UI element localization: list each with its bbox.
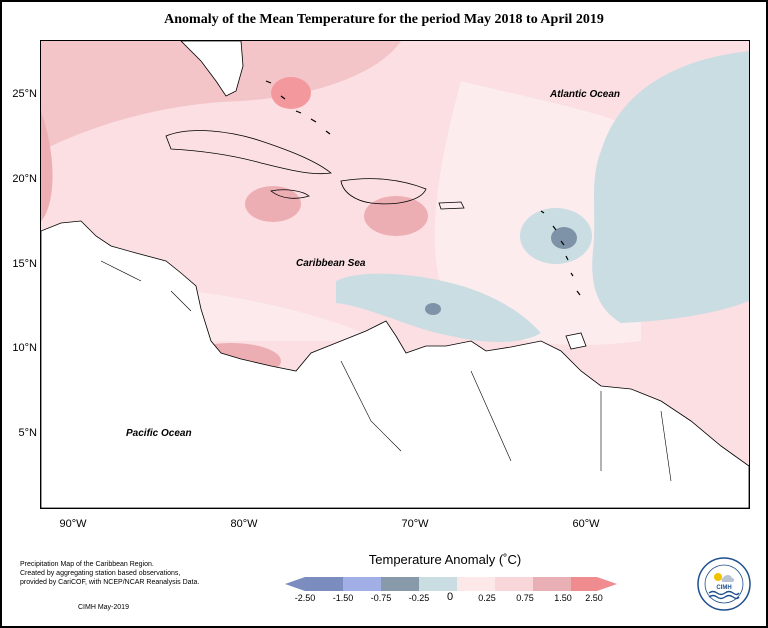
lat-label-25n: 25°N	[12, 88, 37, 100]
warm-bahamas	[271, 77, 311, 109]
sun-icon	[714, 573, 722, 581]
legend-tick-4: -0.25	[408, 593, 430, 603]
legend-swatch-5	[457, 577, 495, 591]
lon-label-90w: 90°W	[59, 518, 87, 530]
cloud-icon	[721, 575, 735, 582]
footnote-line-1: Precipitation Map of the Caribbean Regio…	[20, 561, 154, 568]
legend-arrow-right	[597, 577, 617, 591]
legend-arrow-left	[285, 577, 305, 591]
outline-lesser-antilles	[540, 210, 581, 296]
outline-hispaniola	[340, 178, 427, 205]
lat-label-15n: 15°N	[12, 258, 37, 270]
legend-swatch-8	[571, 577, 597, 591]
country-borders	[100, 260, 672, 482]
footnote-line-2: Created by aggregating station based obs…	[20, 570, 181, 577]
legend-colorbar	[285, 577, 617, 591]
outline-cuba	[165, 130, 332, 175]
cool-atlantic	[592, 51, 749, 323]
legend-swatch-3	[381, 577, 419, 591]
legend-swatch-4	[419, 577, 457, 591]
lon-label-80w: 80°W	[230, 518, 258, 530]
legend-swatch-2	[343, 577, 381, 591]
outline-trinidad	[565, 332, 587, 350]
landmass-central-south-america	[41, 220, 749, 508]
warm-cuba-south	[245, 186, 301, 222]
footnote-line-3: provided by CariCOF, with NCEP/NCAR Rean…	[20, 579, 200, 586]
warm-hispaniola	[364, 196, 428, 236]
label-atlantic-ocean: Atlantic Ocean	[550, 89, 621, 100]
legend-tick-9: 2.50	[585, 593, 603, 603]
lon-label-60w: 60°W	[572, 518, 600, 530]
cimh-logo: CIMH	[697, 557, 751, 611]
legend-tick-1: -2.50	[294, 593, 316, 603]
cold-core-aruba	[425, 303, 441, 315]
lat-label-10n: 10°N	[12, 342, 37, 354]
lon-label-70w: 70°W	[401, 518, 429, 530]
cold-core-antilles	[551, 227, 577, 249]
waves-icon	[708, 590, 740, 600]
legend-tick-6: 0.25	[478, 593, 496, 603]
outline-puerto-rico	[438, 201, 465, 210]
lat-label-20n: 20°N	[12, 173, 37, 185]
footnote-credit: CIMH May-2019	[78, 604, 129, 611]
warm-western-gulf	[41, 111, 53, 221]
outline-bahamas	[265, 80, 331, 135]
legend-tick-2: -1.50	[332, 593, 354, 603]
landmass-florida	[180, 41, 244, 97]
label-caribbean-sea: Caribbean Sea	[296, 258, 366, 269]
legend-tick-7: 0.75	[516, 593, 534, 603]
legend-tick-8: 1.50	[554, 593, 572, 603]
legend-title: Temperature Anomaly (˚C)	[368, 552, 522, 567]
logo-text: CIMH	[716, 585, 731, 591]
outline-jamaica	[270, 189, 310, 199]
legend-swatch-1	[305, 577, 343, 591]
legend-tick-3: -0.75	[370, 593, 392, 603]
label-pacific-ocean: Pacific Ocean	[126, 428, 192, 439]
pale-southern-zone	[191, 291, 381, 341]
legend-swatch-6	[495, 577, 533, 591]
legend-tick-5: 0	[446, 591, 454, 603]
legend-swatch-7	[533, 577, 571, 591]
map-title: Anomaly of the Mean Temperature for the …	[164, 12, 604, 27]
anomaly-map	[40, 40, 750, 509]
lat-label-5n: 5°N	[18, 427, 37, 439]
warm-north-band	[41, 41, 401, 151]
